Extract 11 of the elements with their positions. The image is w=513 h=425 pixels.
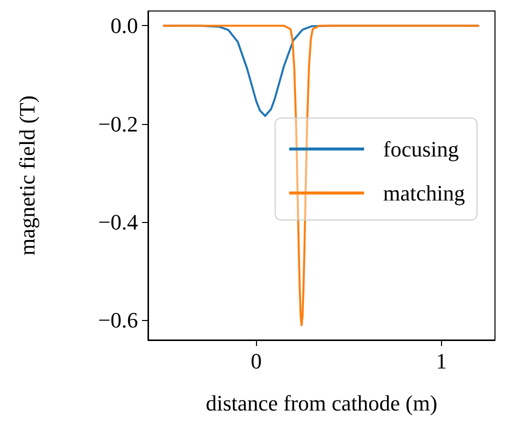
y-axis-title: magnetic field (T) (14, 95, 40, 256)
x-axis-title: distance from cathode (m) (206, 390, 438, 416)
legend-label: matching (383, 180, 466, 206)
y-tick-label: −0.2 (98, 111, 138, 136)
x-tick-label: 1 (436, 348, 447, 374)
y-tick-label: −0.6 (98, 307, 138, 332)
y-tick-label: −0.4 (98, 209, 138, 234)
x-tick-label: 0 (250, 348, 262, 374)
line-series (162, 24, 480, 326)
legend-label: focusing (383, 136, 459, 162)
y-tick-label: 0.0 (110, 13, 138, 38)
